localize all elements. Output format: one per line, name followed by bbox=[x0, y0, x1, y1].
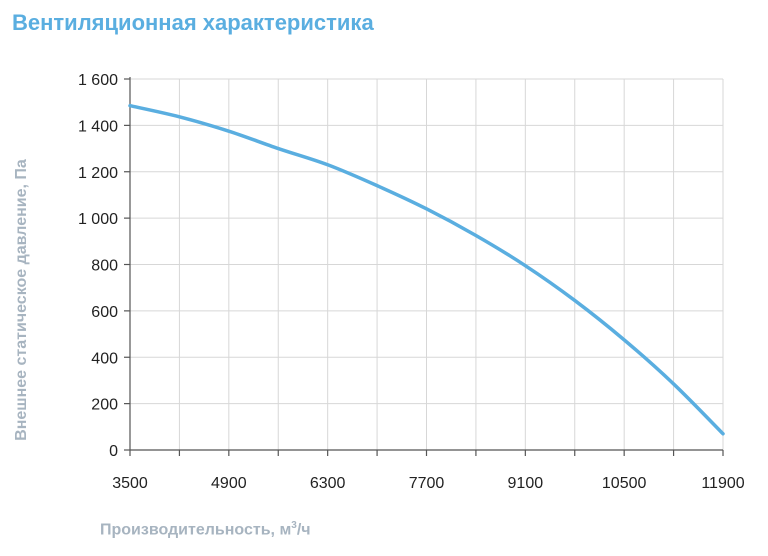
x-tick-label: 7700 bbox=[409, 475, 445, 492]
x-axis-label-text: Производительность, м bbox=[100, 521, 292, 539]
y-tick-label: 1 600 bbox=[78, 72, 118, 89]
axis-layer bbox=[124, 77, 724, 456]
y-tick-label: 0 bbox=[109, 443, 118, 460]
x-tick-label: 10500 bbox=[602, 475, 647, 492]
y-tick-label: 600 bbox=[91, 304, 118, 321]
x-axis-label-tail: /ч bbox=[296, 521, 311, 539]
grid-layer bbox=[130, 78, 724, 450]
x-tick-label: 9100 bbox=[508, 475, 544, 492]
x-tick-label: 11900 bbox=[701, 475, 744, 492]
x-axis-label-superscript: 3 bbox=[291, 520, 297, 531]
x-axis-label: Производительность, м3/ч bbox=[100, 520, 311, 539]
chart-title: Вентиляционная характеристика bbox=[12, 10, 374, 35]
y-tick-label: 1 200 bbox=[78, 165, 118, 182]
y-tick-labels: 0 200 400 600 800 1 000 1 200 1 400 1 600 bbox=[78, 72, 118, 460]
series-line bbox=[128, 103, 725, 436]
x-tick-labels: 3500 4900 6300 7700 9100 10500 11900 bbox=[112, 475, 745, 492]
y-tick-label: 800 bbox=[91, 258, 118, 275]
x-tick-label: 3500 bbox=[112, 475, 148, 492]
y-tick-label: 400 bbox=[91, 350, 118, 367]
y-tick-label: 1 000 bbox=[78, 211, 118, 228]
y-tick-label: 200 bbox=[91, 397, 118, 414]
x-tick-label: 6300 bbox=[310, 475, 346, 492]
y-tick-label: 1 400 bbox=[78, 118, 118, 135]
series-layer bbox=[128, 103, 725, 436]
x-tick-label: 4900 bbox=[211, 475, 247, 492]
